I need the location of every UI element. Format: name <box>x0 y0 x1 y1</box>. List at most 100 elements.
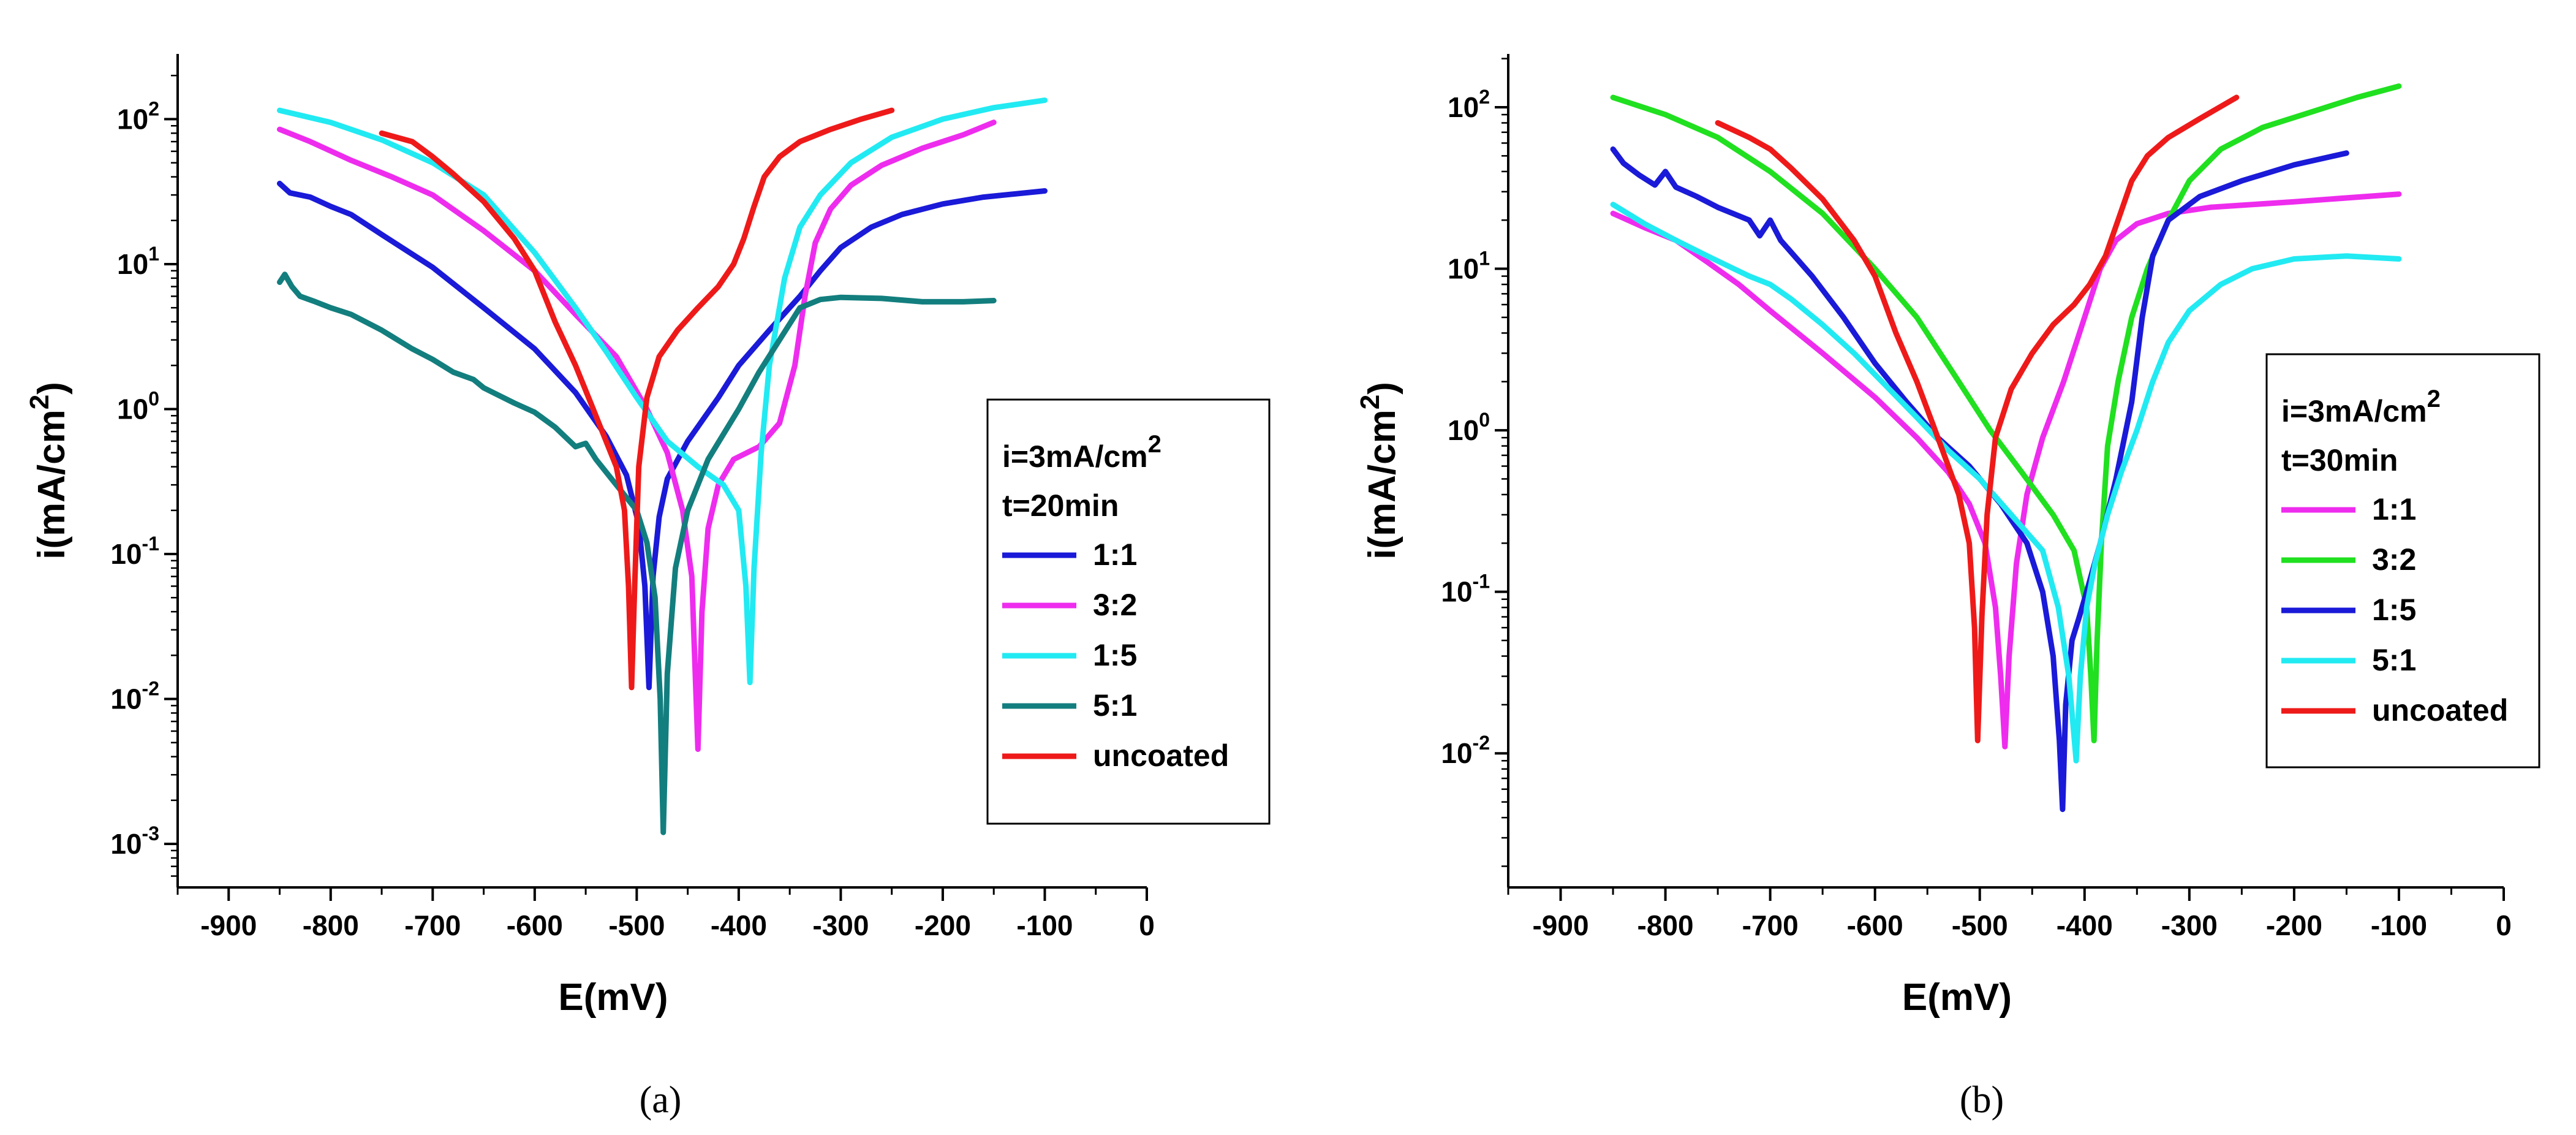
legend-condition-time: t=30min <box>2281 443 2398 477</box>
x-tick-label: -700 <box>1742 909 1799 941</box>
panel-label: (a) <box>640 1079 682 1121</box>
legend: i=3mA/cm2 t=20min 1:1 3:2 1:5 5:1 uncoated <box>986 398 1271 825</box>
y-tick-base: 10 <box>110 538 142 570</box>
legend-entry-label: uncoated <box>2372 693 2508 727</box>
y-tick-exponent: 0 <box>1479 409 1490 431</box>
y-tick-base: 10 <box>1448 91 1479 123</box>
y-tick-exponent: 0 <box>148 387 159 409</box>
plot-area <box>277 97 1048 835</box>
y-tick-base: 10 <box>1441 737 1472 769</box>
y-tick-base: 10 <box>110 828 142 860</box>
legend-entry-label: 1:5 <box>1093 638 1137 672</box>
y-tick-label: 10-1 <box>110 533 159 570</box>
legend-entry-label: 1:5 <box>2372 593 2416 627</box>
y-axis-title: i(mA/cm2) <box>25 382 73 560</box>
x-tick-label: -900 <box>200 909 257 941</box>
series-line-3-2 <box>277 120 997 752</box>
x-axis-title: E(mV) <box>1902 976 2012 1019</box>
legend-entry-label: 5:1 <box>2372 643 2416 677</box>
y-tick-exponent: 1 <box>1479 248 1490 270</box>
legend-entry-label: 1:1 <box>1093 537 1137 572</box>
y-tick-exponent: 2 <box>1479 86 1490 108</box>
chart-panel-a: -900 -800 -700 -600 -500 -400 -300 -200 -100 0102… <box>25 54 1271 1121</box>
y-tick-label: 100 <box>117 387 159 425</box>
y-tick-exponent: -1 <box>1473 571 1490 593</box>
series-line-1-5 <box>1610 146 2349 813</box>
y-tick-base: 10 <box>1448 253 1479 285</box>
x-tick-label: -900 <box>1532 909 1588 941</box>
y-tick-exponent: -2 <box>142 678 159 700</box>
y-axis-title-sup: 2 <box>1355 395 1385 409</box>
y-axis-title-sup: 2 <box>25 395 55 409</box>
y-tick-base: 10 <box>117 103 148 135</box>
series-line-uncoated <box>1715 94 2240 743</box>
panel-label: (b) <box>1960 1079 2004 1121</box>
y-axis-title-text: i(mA/cm <box>31 409 73 560</box>
x-tick-label: -300 <box>812 909 869 941</box>
x-tick-label: -100 <box>2371 909 2427 941</box>
legend-condition-time: t=20min <box>1002 488 1119 523</box>
y-tick-label: 10-3 <box>110 822 159 860</box>
x-tick-label: 0 <box>1139 909 1155 941</box>
x-tick-label: -500 <box>608 909 665 941</box>
y-tick-label: 10-2 <box>110 678 159 715</box>
legend-condition-text: i=3mA/cm <box>1002 439 1148 474</box>
y-tick-exponent: 2 <box>148 97 159 120</box>
y-tick-base: 10 <box>1448 414 1479 446</box>
legend-entry-label: 5:1 <box>1093 688 1137 723</box>
legend-condition-current: i=3mA/cm2 <box>2281 385 2441 428</box>
legend-entry-label: 1:1 <box>2372 492 2416 526</box>
y-tick-base: 10 <box>117 248 148 280</box>
x-tick-label: -800 <box>1637 909 1694 941</box>
y-axis-title-close: ) <box>1361 382 1403 395</box>
y-tick-label: 101 <box>117 243 159 280</box>
x-tick-label: -500 <box>1952 909 2008 941</box>
plot-area <box>1610 83 2402 813</box>
legend-entry-label: 3:2 <box>1093 588 1137 622</box>
x-tick-label: -400 <box>711 909 767 941</box>
y-tick-exponent: 1 <box>148 243 159 265</box>
y-tick-label: 100 <box>1448 409 1490 446</box>
series-line-3-2 <box>1610 83 2402 743</box>
x-tick-label: -700 <box>404 909 461 941</box>
chart-panel-b: -900 -800 -700 -600 -500 -400 -300 -200 -100 0102… <box>1355 54 2540 1121</box>
x-tick-label: -200 <box>2266 909 2322 941</box>
y-tick-label: 10-2 <box>1441 732 1490 769</box>
x-tick-label: -600 <box>507 909 563 941</box>
y-tick-exponent: -1 <box>142 533 159 555</box>
x-tick-label: -100 <box>1016 909 1073 941</box>
y-tick-label: 10-1 <box>1441 571 1490 608</box>
x-tick-label: -400 <box>2057 909 2113 941</box>
x-tick-label: -200 <box>915 909 971 941</box>
series-line-1-1 <box>277 180 1048 691</box>
legend-box <box>986 398 1271 825</box>
legend-condition-current: i=3mA/cm2 <box>1002 431 1161 474</box>
y-tick-base: 10 <box>117 393 148 425</box>
series-line-1-5 <box>277 97 1048 686</box>
legend: i=3mA/cm2 t=30min 1:1 3:2 1:5 5:1 uncoated <box>2265 353 2540 769</box>
y-axis-title: i(mA/cm2) <box>1355 382 1403 560</box>
series-line-5-1 <box>1610 202 2402 764</box>
y-tick-label: 102 <box>1448 86 1490 123</box>
legend-condition-text: i=3mA/cm <box>2281 394 2427 428</box>
x-tick-label: -800 <box>303 909 359 941</box>
x-axis-title: E(mV) <box>558 976 668 1019</box>
y-tick-label: 102 <box>117 97 159 135</box>
legend-entry-label: uncoated <box>1093 738 1229 773</box>
y-tick-label: 101 <box>1448 248 1490 285</box>
legend-condition-sup: 2 <box>1148 431 1161 458</box>
y-axis-title-text: i(mA/cm <box>1361 409 1403 560</box>
legend-entry-label: 3:2 <box>2372 542 2416 577</box>
x-tick-label: -300 <box>2161 909 2218 941</box>
y-tick-exponent: -2 <box>1473 732 1490 754</box>
series-line-uncoated <box>379 107 895 691</box>
y-tick-exponent: -3 <box>142 822 159 845</box>
series-line-1-1 <box>1610 191 2402 750</box>
x-tick-label: -600 <box>1847 909 1903 941</box>
y-tick-base: 10 <box>110 683 142 715</box>
y-axis-title-close: ) <box>31 382 73 395</box>
y-tick-base: 10 <box>1441 576 1472 608</box>
x-tick-label: 0 <box>2496 909 2512 941</box>
legend-condition-sup: 2 <box>2427 385 2441 412</box>
